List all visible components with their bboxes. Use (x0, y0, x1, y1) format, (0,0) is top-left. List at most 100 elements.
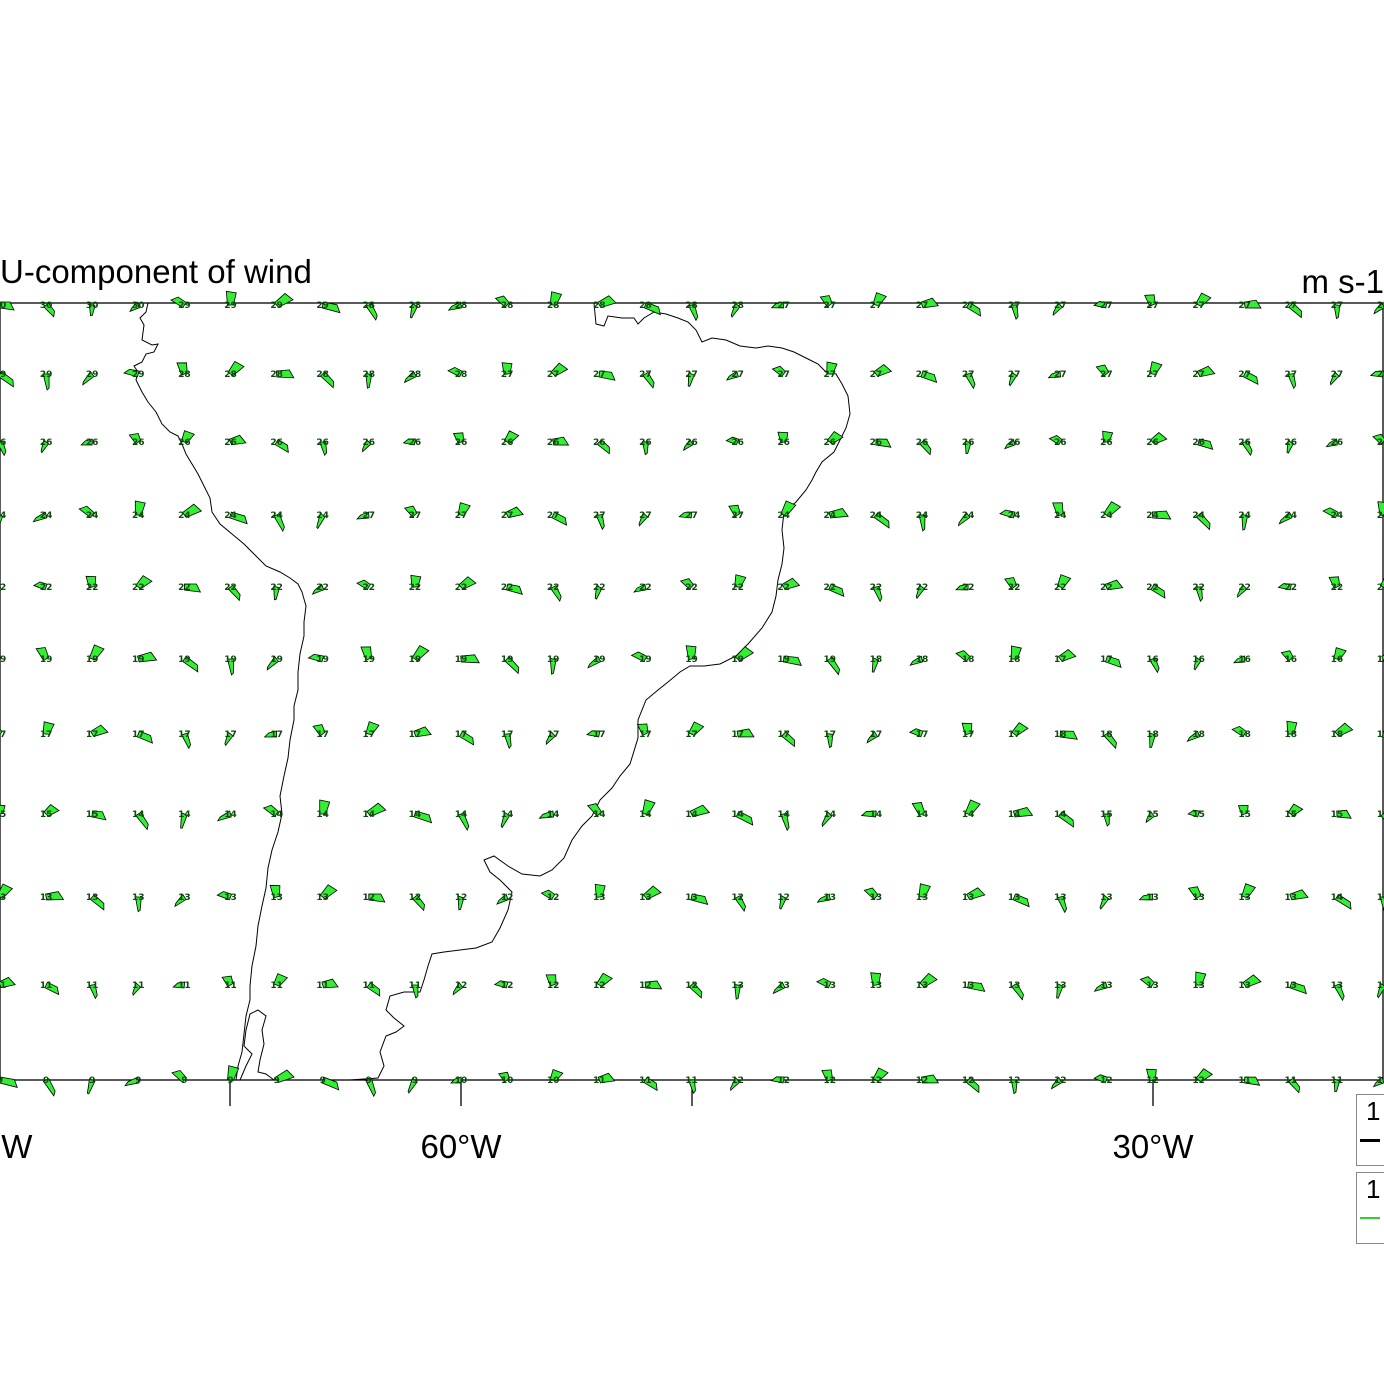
wind-barb-shape (312, 724, 326, 737)
wind-barb-shape (182, 656, 199, 673)
wind-barb: 11 (639, 1076, 658, 1092)
wind-barb: 22 (85, 575, 98, 593)
wind-barb: 27 (1192, 292, 1212, 311)
wind-barb-value: 19 (685, 655, 698, 665)
wind-barb-shape (447, 301, 462, 311)
wind-barb-shape (503, 733, 512, 750)
wind-barb: 26 (402, 438, 421, 448)
wind-barb: 27 (824, 361, 838, 380)
wind-barb-shape (494, 295, 510, 308)
wind-barb-shape (682, 438, 694, 452)
wind-barb-shape (1048, 435, 1063, 446)
wind-barb-value: 11 (685, 1076, 698, 1086)
wind-barb: 26 (1325, 438, 1343, 448)
wind-barb-value: 27 (1054, 370, 1067, 380)
wind-barb: 24 (270, 511, 285, 533)
wind-barb-shape (1052, 302, 1063, 317)
wind-barb-value: 27 (1331, 370, 1344, 380)
wind-barb-shape (1195, 292, 1212, 307)
wind-barb: 26 (682, 438, 698, 452)
wind-barb-value: 22 (132, 583, 145, 593)
wind-barb-shape (42, 1078, 56, 1097)
wind-barb-shape (505, 506, 524, 519)
wind-barb-value: 13 (870, 981, 883, 991)
wind-barb: 26 (1100, 430, 1114, 448)
wind-barb-shape (1104, 579, 1124, 591)
wind-barb-shape (1280, 650, 1294, 662)
wind-barb-shape (0, 371, 14, 388)
wind-barb: 28 (547, 291, 563, 311)
wind-barb: 27 (870, 292, 887, 311)
wind-barb-shape (1102, 430, 1114, 443)
wind-barb: 24 (132, 500, 146, 521)
wind-barb-shape (957, 511, 971, 527)
wind-barb: 26 (593, 438, 610, 455)
wind-barb-value: 13 (1146, 981, 1159, 991)
wind-barb: 13 (1285, 889, 1309, 903)
wind-barb-shape (1333, 1078, 1341, 1093)
legend-reference-green: 1 (1356, 1172, 1384, 1244)
wind-barb: 11 (132, 981, 145, 997)
wind-barb: 12 (685, 981, 703, 999)
wind-barb: 13 (1238, 883, 1257, 903)
wind-barb-value: 28 (455, 301, 468, 311)
wind-barb: 13 (316, 884, 338, 903)
wind-barb-shape (410, 574, 422, 588)
wind-barb-shape (594, 585, 603, 600)
wind-barb-shape (736, 728, 755, 738)
wind-barb: 27 (1093, 301, 1113, 311)
wind-barb-value: 27 (1377, 301, 1384, 311)
wind-barb-value: 19 (824, 655, 837, 665)
wind-barb-shape (224, 731, 234, 747)
wind-barb-value: 29 (270, 301, 283, 311)
wind-barb-value: 19 (40, 655, 53, 665)
wind-barb-value: 29 (86, 370, 99, 380)
wind-barb-shape (1278, 511, 1293, 525)
wind-barb-shape (1237, 805, 1249, 816)
wind-barb: 27 (1285, 370, 1297, 390)
wind-barb: 26 (128, 432, 145, 448)
wind-barb-value: 22 (1377, 583, 1384, 593)
wind-barb: 11 (1285, 1076, 1301, 1094)
wind-barb: 14 (132, 810, 149, 831)
wind-barb: 24 (1146, 510, 1172, 521)
wind-barb-shape (457, 502, 471, 517)
wind-barb-value: 27 (1008, 301, 1021, 311)
wind-barb: 19 (630, 651, 652, 665)
wind-barb-shape (89, 894, 105, 911)
wind-barb-value: 22 (40, 583, 53, 593)
wind-barb: 28 (494, 295, 513, 311)
wind-barb-value: 22 (639, 583, 652, 593)
wind-barb: 22 (1054, 574, 1072, 593)
wind-barb: 22 (1146, 583, 1166, 599)
wind-barb-shape (728, 504, 741, 518)
wind-barb-value: 17 (86, 730, 99, 740)
wind-barb-shape (460, 654, 480, 664)
wind-barb: 19 (0, 655, 6, 665)
wind-barb-value: 13 (1285, 893, 1298, 903)
wind-barb-shape (1004, 577, 1018, 590)
wind-barb-value: 13 (1100, 981, 1113, 991)
wind-barb: 9 (273, 1069, 295, 1086)
wind-barb-value: 22 (777, 583, 790, 593)
wind-barb-shape (134, 896, 142, 913)
wind-barb-shape (452, 981, 464, 996)
wind-barb: 13 (863, 887, 882, 903)
wind-barb-value: 16 (1285, 655, 1298, 665)
wind-barb: 11 (593, 1072, 616, 1086)
wind-barb-value: 11 (40, 981, 53, 991)
wind-barb: 27 (547, 511, 568, 526)
wind-barb: 15 (1331, 809, 1352, 820)
wind-barb: 17 (409, 726, 432, 740)
wind-barb-shape (221, 975, 234, 988)
wind-barb-value: 19 (0, 655, 6, 665)
wind-barb-value: 14 (639, 810, 652, 820)
wind-barb-shape (685, 645, 697, 660)
wind-barb: 15 (86, 810, 107, 821)
wind-barb-value: 27 (824, 301, 837, 311)
wind-barb: 27 (1095, 364, 1113, 380)
legend-line-green (1360, 1217, 1380, 1219)
wind-barb-shape (860, 810, 877, 818)
wind-barb-value: 24 (224, 511, 237, 521)
wind-barb-shape (815, 977, 832, 989)
